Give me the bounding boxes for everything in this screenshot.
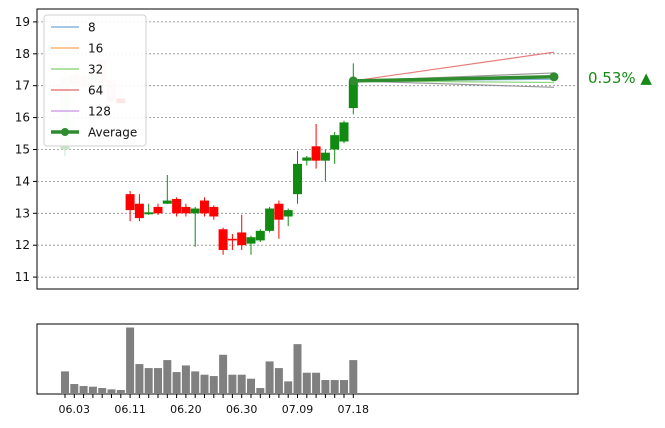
candle-body (153, 206, 163, 214)
candle-body (320, 152, 330, 161)
volume-bar (330, 380, 339, 394)
price-y-axis: 11 12 13 14 15 16 17 18 19 (15, 15, 37, 284)
volume-bar (284, 381, 293, 394)
candle-body (348, 80, 358, 109)
legend-label: 128 (88, 105, 111, 119)
volume-bar (70, 384, 79, 394)
volume-bar (312, 372, 321, 394)
volume-panel: 06.03 06.11 06.20 06.30 07.09 07.18 (36, 323, 579, 416)
date-label: 06.03 (59, 403, 91, 416)
volume-bar (172, 372, 181, 394)
date-label: 07.09 (282, 403, 314, 416)
candle-body (265, 208, 275, 231)
candle-body (125, 194, 135, 211)
candle-body (237, 232, 247, 246)
average-end-marker (549, 72, 559, 82)
candle-body (293, 163, 302, 195)
volume-bar (219, 354, 228, 394)
legend-label: 32 (88, 63, 103, 77)
y-tick-label: 18 (15, 47, 30, 61)
candle-body (200, 200, 209, 214)
volume-bar (349, 360, 358, 394)
volume-bar (126, 327, 135, 394)
y-tick-label: 15 (15, 143, 30, 157)
legend-marker (61, 128, 69, 136)
legend: 8 16 32 64 128 Average (43, 14, 147, 147)
average-forecast-line (353, 75, 555, 83)
candle-body (134, 203, 144, 219)
volume-bar (209, 376, 218, 394)
volume-bar (79, 386, 88, 394)
price-panel: 11 12 13 14 15 16 17 18 19 0.53% ▲ 8 16 32 64 128 Ave… (15, 8, 652, 290)
candle-body (227, 238, 237, 241)
candle-body (246, 237, 256, 244)
average-start-marker (348, 76, 358, 86)
legend-label: 16 (88, 42, 103, 56)
date-label: 06.20 (170, 403, 202, 416)
candle-body (311, 146, 321, 161)
candle-body (283, 210, 293, 217)
legend-label: 64 (88, 84, 103, 98)
legend-label: 8 (88, 21, 96, 35)
volume-bar (135, 364, 144, 394)
volume-bar (237, 374, 246, 394)
candle-body (274, 203, 284, 220)
volume-bar (144, 368, 153, 394)
date-axis: 06.03 06.11 06.20 06.30 07.09 07.18 (59, 394, 370, 416)
volume-bar (107, 389, 116, 394)
volume-bar (154, 368, 162, 394)
average-forecast (348, 72, 559, 86)
y-tick-label: 11 (15, 270, 30, 284)
volume-bar (274, 368, 283, 394)
candle-body (144, 212, 154, 215)
forecast-line-avg-band-low (353, 80, 555, 88)
volume-bar (163, 360, 172, 394)
y-tick-label: 14 (15, 174, 30, 188)
forecast-line-64 (353, 51, 555, 82)
volume-bar (293, 344, 302, 394)
candle-body (190, 208, 200, 214)
y-tick-label: 19 (15, 15, 30, 29)
y-tick-label: 13 (15, 206, 30, 220)
volume-bar (247, 378, 255, 394)
volume-bar (98, 388, 107, 394)
y-tick-label: 17 (15, 79, 30, 93)
candle-body (209, 206, 219, 217)
volume-bar (256, 388, 265, 394)
volume-bar (61, 371, 69, 394)
volume-bar (181, 365, 190, 394)
candle-body (162, 200, 172, 204)
legend-label: Average (88, 126, 137, 140)
candle-body (255, 230, 265, 241)
volume-bar (116, 390, 125, 394)
date-label: 06.11 (114, 403, 146, 416)
volume-bar (88, 386, 97, 394)
volume-bar (200, 374, 209, 394)
date-label: 07.18 (338, 403, 370, 416)
date-label: 06.30 (226, 403, 258, 416)
volume-bar (228, 374, 237, 394)
candle-body (339, 122, 349, 142)
candle-body (181, 206, 191, 214)
y-tick-label: 12 (15, 238, 30, 252)
change-percent-label: 0.53% ▲ (588, 69, 652, 87)
candle-body (218, 229, 228, 250)
volume-bar (302, 372, 311, 394)
candle-body (302, 157, 312, 161)
volume-bar (191, 371, 200, 394)
y-tick-label: 16 (15, 111, 30, 125)
volume-bar (340, 380, 348, 394)
candle-body (172, 198, 182, 214)
volume-bar (321, 380, 330, 394)
volume-bars (61, 327, 358, 394)
candle-body (330, 135, 340, 150)
volume-bar (265, 361, 274, 394)
